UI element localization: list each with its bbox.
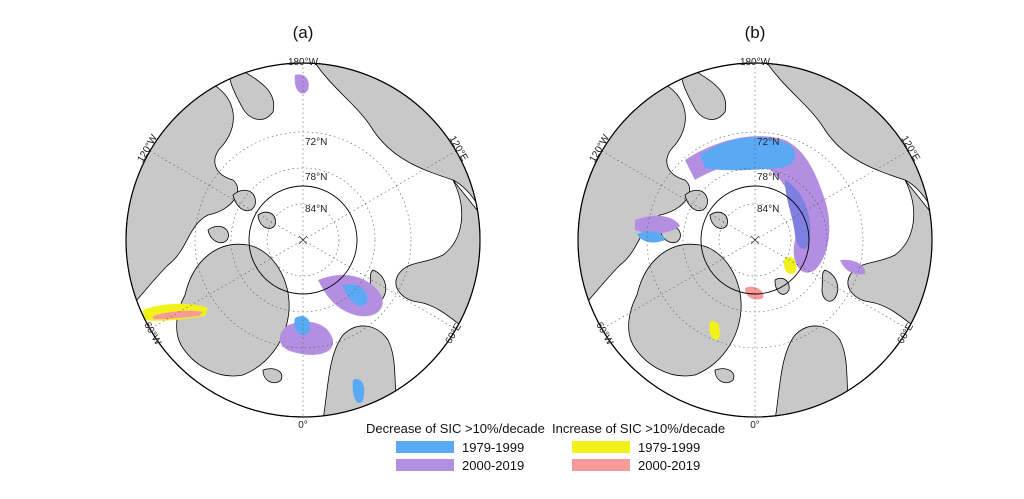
sic-decrease-1979-1999-patch — [343, 284, 368, 306]
sic-increase-2000-2019-patch — [745, 286, 764, 300]
map-panel-a: 180°W 120°W 120°E 60°W 60°E 0° 72°N 78°N… — [125, 57, 481, 431]
legend-label-increase-1979-1999: 1979-1999 — [638, 440, 700, 455]
sic-decrease-2000-2019-patch — [294, 74, 309, 94]
panel-a-label: (a) — [293, 23, 314, 42]
sic-increase-1979-1999-patch — [709, 320, 720, 341]
sic-decrease-2000-2019-patch — [635, 215, 680, 234]
parallel-label-84: 84°N — [757, 204, 779, 215]
meridian-label-top: 180°W — [740, 57, 771, 68]
legend-label-decrease-1979-1999: 1979-1999 — [462, 440, 524, 455]
parallel-label-72: 72°N — [305, 137, 327, 148]
legend-swatch-decrease-1979-1999 — [396, 441, 454, 453]
legend-label-increase-2000-2019: 2000-2019 — [638, 458, 700, 473]
legend-increase-title: Increase of SIC >10%/decade — [552, 421, 725, 436]
panel-b-label: (b) — [745, 23, 766, 42]
latitude-circle-b — [700, 185, 810, 295]
legend-swatch-increase-2000-2019 — [572, 459, 630, 471]
sic-decrease-overlap-patch — [785, 180, 811, 250]
parallel-label-78: 78°N — [305, 172, 327, 183]
sic-decrease-2000-2019-patch — [840, 259, 866, 275]
latitude-circle-a — [248, 185, 358, 295]
sic-decrease-1979-1999-patch — [294, 315, 311, 336]
sic-decrease-1979-1999-patch — [637, 231, 665, 243]
legend-label-decrease-2000-2019: 2000-2019 — [462, 458, 524, 473]
meridian-label-top: 180°W — [288, 57, 319, 68]
parallel-label-72: 72°N — [757, 137, 779, 148]
meridian-label-bottom: 0° — [750, 420, 760, 431]
legend-swatch-decrease-2000-2019 — [396, 459, 454, 471]
legend-swatch-increase-1979-1999 — [572, 441, 630, 453]
parallel-label-78: 78°N — [757, 172, 779, 183]
sic-decrease-2000-2019-patch — [279, 321, 334, 355]
sic-increase-2000-2019-patch — [153, 310, 203, 320]
sic-decrease-1979-1999-patch — [700, 137, 796, 171]
parallel-label-84: 84°N — [305, 204, 327, 215]
map-panel-b: 180°W 120°W 120°E 60°W 60°E 0° 72°N 78°N… — [577, 57, 933, 431]
sic-decrease-1979-1999-patch — [352, 379, 365, 404]
legend: Decrease of SIC >10%/decade 1979-1999 20… — [366, 421, 725, 473]
legend-decrease-title: Decrease of SIC >10%/decade — [366, 421, 545, 436]
sic-decrease-2000-2019-patch — [685, 136, 830, 273]
meridian-label-bottom: 0° — [298, 420, 308, 431]
sic-increase-1979-1999-patch — [784, 256, 797, 275]
